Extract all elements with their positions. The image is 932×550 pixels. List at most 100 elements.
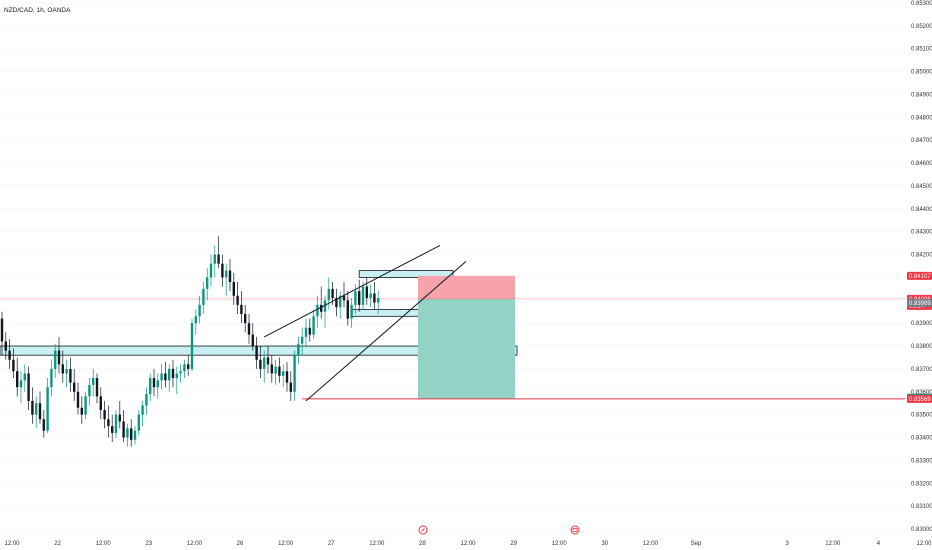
candle-body: [285, 371, 289, 383]
candle-body: [114, 414, 118, 433]
candle-body: [327, 288, 330, 301]
candle-body: [42, 419, 45, 431]
economic-event-icon[interactable]: [570, 525, 580, 535]
candle-body: [247, 323, 251, 335]
candle-body: [187, 364, 190, 369]
price-tick-label: 0.83100: [911, 504, 932, 510]
candle-body: [69, 368, 72, 383]
candle-body: [251, 334, 254, 347]
candle-body: [263, 357, 266, 369]
price-tag: 0.83989: [907, 298, 932, 307]
candle-body: [354, 291, 357, 305]
candle-body: [255, 346, 258, 360]
candle-body: [209, 263, 213, 278]
countdown-label: 05:54: [909, 304, 925, 310]
candle-body: [244, 314, 247, 324]
trading-session-icon[interactable]: [418, 525, 428, 535]
time-tick-label: 28: [419, 541, 426, 547]
price-tag-bg: [907, 394, 932, 403]
candle-body: [278, 366, 281, 376]
candle-body: [130, 428, 133, 440]
candle-body: [122, 421, 125, 438]
support-zone: [0, 345, 518, 356]
candle-body: [152, 378, 156, 388]
price-tick-label: 0.85200: [911, 24, 932, 30]
time-tick-label: 12:00: [916, 541, 932, 547]
candle-body: [236, 295, 239, 305]
wedge-upper-trendline[interactable]: [263, 244, 441, 338]
candle-body: [240, 304, 243, 315]
candle-body: [198, 304, 201, 317]
candle-body: [358, 291, 361, 305]
time-tick-label: 12:00: [552, 541, 568, 547]
candle-body: [228, 270, 232, 283]
candle-body: [103, 410, 106, 420]
candle-body: [293, 355, 296, 392]
candle-body: [168, 368, 171, 381]
candle-body: [320, 304, 323, 312]
candle-body: [35, 403, 38, 415]
candle-body: [88, 384, 91, 397]
candle-body: [156, 380, 159, 388]
candle-body: [175, 373, 178, 379]
price-tick-label: 0.83700: [911, 367, 932, 373]
candle-body: [160, 373, 163, 381]
time-tick-label: 23: [145, 541, 152, 547]
candle-body: [339, 295, 342, 308]
wedge-lower-trendline[interactable]: [305, 261, 467, 402]
time-tick-label: 12:00: [369, 541, 385, 547]
candle-body: [266, 357, 270, 365]
candle-body: [202, 288, 205, 305]
time-tick-label: 12:00: [460, 541, 476, 547]
candle-body: [111, 426, 114, 433]
candle-body: [217, 254, 220, 264]
candles-layer: [0, 236, 380, 447]
candle-body: [141, 405, 144, 415]
candle-body: [84, 396, 87, 415]
price-tick-label: 0.83500: [911, 413, 932, 419]
time-tick-label: 12:00: [187, 541, 203, 547]
price-tick-label: 0.83400: [911, 436, 932, 442]
time-tick-label: 26: [237, 541, 244, 547]
candle-body: [323, 300, 327, 312]
candle-body: [369, 293, 372, 299]
price-axis[interactable]: 0.85300 0.85200 0.85100 0.85000 0.84900 0.848…: [905, 0, 932, 550]
candle-body: [316, 304, 319, 317]
candle-body: [23, 373, 26, 381]
candle-body: [304, 327, 308, 337]
candle-body: [92, 378, 95, 385]
time-tick-label: 4: [877, 541, 881, 547]
candle-body: [164, 373, 167, 381]
candle-body: [361, 286, 365, 305]
candle-body: [16, 371, 19, 388]
price-tick-label: 0.84600: [911, 161, 932, 167]
candle-body: [259, 359, 262, 369]
candle-body: [365, 286, 368, 299]
time-tick-label: 22: [54, 541, 61, 547]
candle-body: [206, 277, 209, 289]
candle-body: [4, 341, 7, 351]
time-tick-label: 12:00: [643, 541, 659, 547]
time-tick-label: 3: [786, 541, 790, 547]
candle-body: [331, 288, 334, 299]
candle-body: [118, 414, 121, 422]
time-axis[interactable]: 12:00 22 12:00 23 12:00 26 12:00 27 12:00 28 12:00…: [4, 541, 932, 547]
stop-loss-zone: [418, 275, 515, 299]
candle-body: [50, 368, 53, 388]
price-tick-label: 0.85300: [911, 1, 932, 7]
price-tick-label: 0.84500: [911, 184, 932, 190]
candle-body: [80, 407, 83, 415]
time-tick-label: 27: [328, 541, 335, 547]
candle-body: [225, 270, 228, 278]
candle-body: [27, 373, 30, 401]
price-tag-bg: [907, 271, 932, 280]
candle-body: [133, 430, 137, 440]
price-tick-label: 0.83000: [911, 527, 932, 533]
price-tick-label: 0.83200: [911, 481, 932, 487]
time-tick-label: 12:00: [96, 541, 112, 547]
candle-body: [335, 298, 338, 308]
candle-body: [373, 293, 376, 303]
candle-body: [31, 400, 34, 415]
time-tick-label: 29: [510, 541, 517, 547]
